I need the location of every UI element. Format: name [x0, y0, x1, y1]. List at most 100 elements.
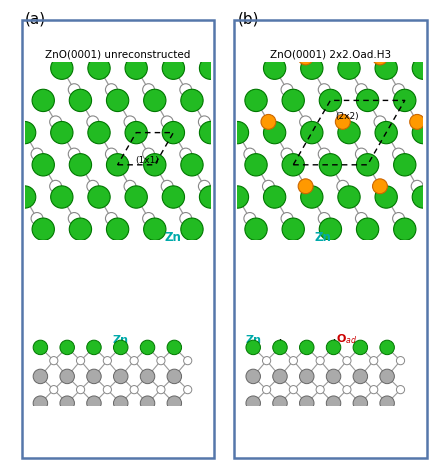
Circle shape: [263, 116, 274, 128]
Text: (2x2): (2x2): [335, 112, 359, 121]
Circle shape: [144, 218, 166, 240]
Circle shape: [130, 357, 138, 365]
Circle shape: [281, 212, 293, 224]
Circle shape: [336, 114, 350, 129]
Circle shape: [326, 340, 341, 355]
Circle shape: [412, 57, 435, 79]
Circle shape: [245, 89, 267, 111]
Circle shape: [263, 357, 271, 365]
Circle shape: [113, 340, 128, 355]
Circle shape: [180, 212, 192, 224]
Title: ZnO(0001) 2x2.Oad.H3: ZnO(0001) 2x2.Oad.H3: [270, 50, 391, 60]
Circle shape: [13, 121, 36, 144]
Circle shape: [68, 148, 80, 160]
Circle shape: [392, 212, 405, 224]
Circle shape: [298, 50, 313, 65]
Circle shape: [181, 218, 203, 240]
Text: (b): (b): [237, 12, 259, 27]
Circle shape: [370, 357, 378, 365]
Circle shape: [263, 180, 274, 192]
Circle shape: [226, 186, 249, 208]
Circle shape: [105, 84, 117, 96]
Circle shape: [51, 121, 73, 144]
Circle shape: [411, 51, 423, 63]
Circle shape: [33, 396, 47, 410]
Circle shape: [50, 116, 61, 128]
Circle shape: [181, 89, 203, 111]
Circle shape: [246, 396, 260, 410]
Circle shape: [157, 357, 165, 365]
Circle shape: [167, 369, 181, 384]
Circle shape: [50, 386, 58, 394]
Circle shape: [357, 218, 379, 240]
Circle shape: [87, 396, 101, 410]
Circle shape: [113, 396, 128, 410]
Circle shape: [326, 369, 341, 384]
Circle shape: [392, 84, 405, 96]
Circle shape: [226, 121, 249, 144]
Circle shape: [394, 154, 416, 176]
Circle shape: [157, 386, 165, 394]
Circle shape: [167, 340, 181, 355]
Circle shape: [263, 186, 286, 208]
Circle shape: [199, 57, 222, 79]
Circle shape: [412, 121, 435, 144]
Circle shape: [374, 180, 386, 192]
Circle shape: [181, 154, 203, 176]
Circle shape: [244, 148, 256, 160]
Circle shape: [410, 114, 425, 129]
Circle shape: [328, 326, 339, 337]
Circle shape: [273, 340, 287, 355]
Circle shape: [140, 340, 155, 355]
Circle shape: [343, 386, 351, 394]
Circle shape: [68, 212, 80, 224]
Circle shape: [69, 218, 91, 240]
Circle shape: [355, 148, 367, 160]
Circle shape: [338, 186, 360, 208]
Circle shape: [318, 148, 330, 160]
Circle shape: [69, 89, 91, 111]
Circle shape: [353, 396, 368, 410]
Circle shape: [32, 218, 54, 240]
Circle shape: [32, 89, 54, 111]
Circle shape: [60, 396, 74, 410]
Circle shape: [300, 396, 314, 410]
Circle shape: [161, 116, 173, 128]
Circle shape: [394, 218, 416, 240]
Circle shape: [375, 121, 397, 144]
Circle shape: [77, 386, 85, 394]
Text: (a): (a): [25, 12, 46, 27]
Circle shape: [198, 51, 210, 63]
Circle shape: [273, 396, 287, 410]
Circle shape: [162, 57, 185, 79]
Circle shape: [33, 369, 47, 384]
Text: Zn: Zn: [165, 231, 182, 244]
Circle shape: [326, 396, 341, 410]
Circle shape: [103, 357, 112, 365]
Circle shape: [337, 180, 349, 192]
Circle shape: [161, 180, 173, 192]
Circle shape: [319, 154, 341, 176]
Circle shape: [105, 212, 117, 224]
Circle shape: [184, 386, 192, 394]
Circle shape: [394, 89, 416, 111]
Circle shape: [300, 51, 311, 63]
Circle shape: [103, 386, 112, 394]
Circle shape: [318, 212, 330, 224]
Circle shape: [337, 51, 349, 63]
Circle shape: [282, 218, 304, 240]
Circle shape: [31, 212, 43, 224]
Circle shape: [198, 116, 210, 128]
Circle shape: [180, 148, 192, 160]
Circle shape: [125, 121, 147, 144]
Circle shape: [113, 369, 128, 384]
Title: ZnO(0001) unreconstructed: ZnO(0001) unreconstructed: [45, 50, 190, 60]
Circle shape: [87, 51, 99, 63]
Circle shape: [130, 386, 138, 394]
Circle shape: [289, 357, 297, 365]
Circle shape: [60, 340, 74, 355]
Circle shape: [396, 386, 405, 394]
Circle shape: [375, 57, 397, 79]
Circle shape: [50, 357, 58, 365]
Circle shape: [301, 121, 323, 144]
